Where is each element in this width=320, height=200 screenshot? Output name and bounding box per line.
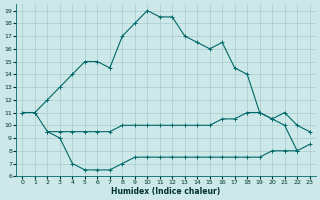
X-axis label: Humidex (Indice chaleur): Humidex (Indice chaleur) [111, 187, 221, 196]
